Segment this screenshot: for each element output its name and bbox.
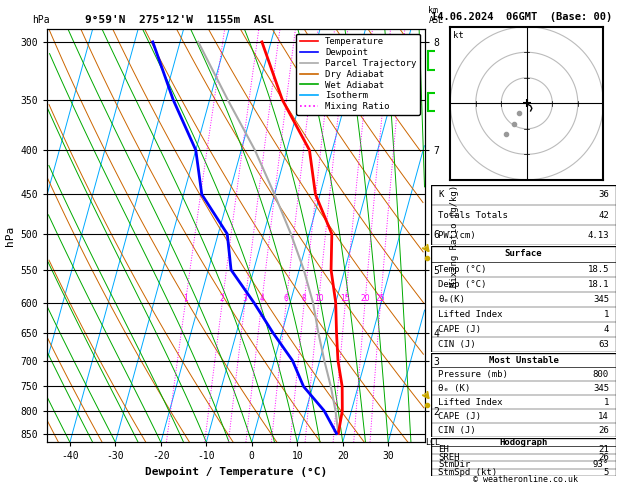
Text: Hodograph: Hodograph [499, 438, 548, 447]
Text: km
ASL: km ASL [428, 6, 443, 25]
Text: 36: 36 [598, 191, 609, 199]
Text: SREH: SREH [438, 453, 460, 462]
Text: 15: 15 [340, 294, 350, 303]
Text: 14.06.2024  06GMT  (Base: 00): 14.06.2024 06GMT (Base: 00) [431, 12, 612, 22]
Text: 8: 8 [302, 294, 306, 303]
Text: 1: 1 [604, 398, 609, 407]
Text: CAPE (J): CAPE (J) [438, 325, 481, 334]
Text: 26: 26 [598, 426, 609, 435]
Text: 63: 63 [598, 340, 609, 349]
Text: 26: 26 [598, 453, 609, 462]
Text: θₑ(K): θₑ(K) [438, 295, 465, 304]
Text: 5: 5 [604, 468, 609, 477]
Text: CAPE (J): CAPE (J) [438, 412, 481, 421]
Text: Pressure (mb): Pressure (mb) [438, 370, 508, 379]
Text: 2: 2 [220, 294, 225, 303]
Text: Mixing Ratio (g/kg): Mixing Ratio (g/kg) [450, 185, 459, 287]
Text: StmDir: StmDir [438, 460, 470, 469]
Text: 25: 25 [376, 294, 386, 303]
Text: 1: 1 [183, 294, 188, 303]
Text: 42: 42 [598, 210, 609, 220]
Text: PW (cm): PW (cm) [438, 231, 476, 240]
Text: 3: 3 [243, 294, 247, 303]
Text: StmSpd (kt): StmSpd (kt) [438, 468, 498, 477]
Text: Surface: Surface [505, 249, 542, 259]
Text: 14: 14 [598, 412, 609, 421]
Text: hPa: hPa [32, 15, 50, 25]
Legend: Temperature, Dewpoint, Parcel Trajectory, Dry Adiabat, Wet Adiabat, Isotherm, Mi: Temperature, Dewpoint, Parcel Trajectory… [296, 34, 420, 115]
Text: CIN (J): CIN (J) [438, 340, 476, 349]
Text: Lifted Index: Lifted Index [438, 310, 503, 319]
Text: 4: 4 [259, 294, 264, 303]
Text: 10: 10 [314, 294, 323, 303]
Text: 21: 21 [598, 445, 609, 454]
Y-axis label: hPa: hPa [5, 226, 15, 246]
Text: 18.5: 18.5 [587, 264, 609, 274]
Text: 800: 800 [593, 370, 609, 379]
Text: θₑ (K): θₑ (K) [438, 384, 470, 393]
Text: Totals Totals: Totals Totals [438, 210, 508, 220]
Text: K: K [438, 191, 443, 199]
Text: kt: kt [454, 31, 464, 40]
Text: 4.13: 4.13 [587, 231, 609, 240]
Text: 1: 1 [604, 310, 609, 319]
Text: 93°: 93° [593, 460, 609, 469]
Text: Most Unstable: Most Unstable [489, 356, 559, 365]
Text: 9°59'N  275°12'W  1155m  ASL: 9°59'N 275°12'W 1155m ASL [85, 15, 274, 25]
Text: Dewp (°C): Dewp (°C) [438, 280, 487, 289]
Text: EH: EH [438, 445, 449, 454]
Text: 6: 6 [284, 294, 289, 303]
Text: CIN (J): CIN (J) [438, 426, 476, 435]
Text: Temp (°C): Temp (°C) [438, 264, 487, 274]
Text: 18.1: 18.1 [587, 280, 609, 289]
Text: © weatheronline.co.uk: © weatheronline.co.uk [473, 474, 577, 484]
Text: 4: 4 [604, 325, 609, 334]
Text: 345: 345 [593, 295, 609, 304]
X-axis label: Dewpoint / Temperature (°C): Dewpoint / Temperature (°C) [145, 467, 327, 477]
Text: LCL: LCL [425, 438, 440, 447]
Text: 20: 20 [360, 294, 370, 303]
Text: 345: 345 [593, 384, 609, 393]
Text: Lifted Index: Lifted Index [438, 398, 503, 407]
